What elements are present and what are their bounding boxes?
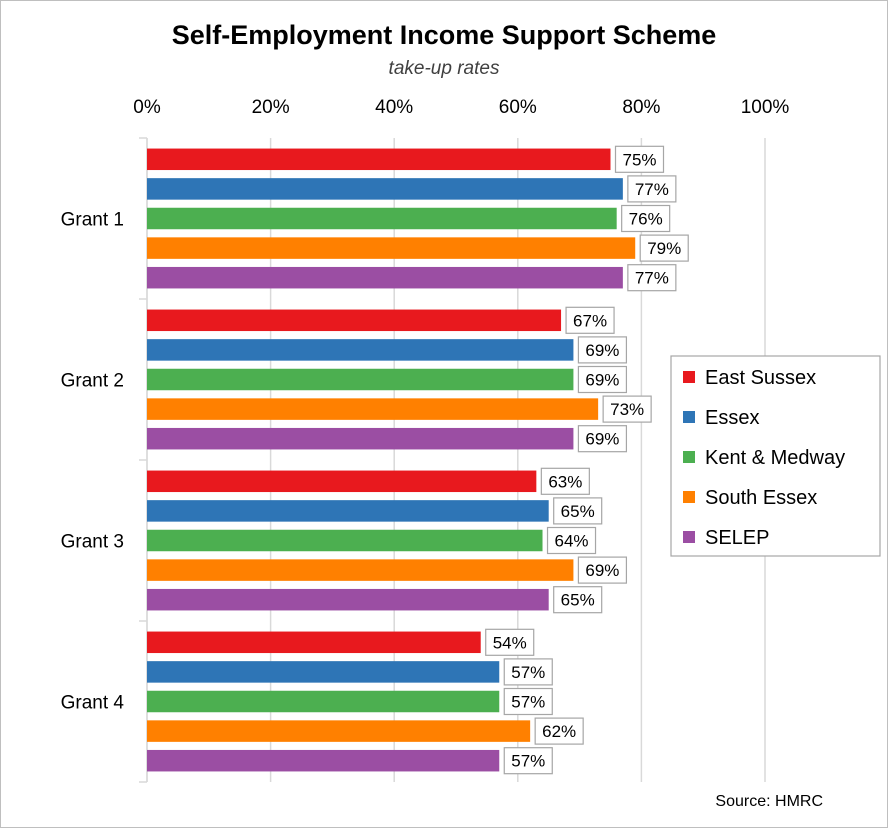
data-label-box xyxy=(546,526,597,555)
bar xyxy=(147,470,537,493)
data-label-box xyxy=(627,175,677,203)
category-labels: Grant 1 Grant 2 Grant 3 Grant 4 xyxy=(61,210,125,714)
data-label: 69% xyxy=(585,430,619,449)
data-label: 65% xyxy=(561,502,595,521)
data-label: 69% xyxy=(585,561,619,580)
bar xyxy=(147,427,574,450)
bar xyxy=(147,749,500,772)
category-label: Grant 2 xyxy=(61,371,124,392)
data-label-box xyxy=(614,145,665,173)
bar xyxy=(147,559,574,581)
bar xyxy=(147,500,549,522)
data-label-box xyxy=(503,687,553,716)
data-label: 57% xyxy=(511,752,545,771)
category-label: Grant 3 xyxy=(61,532,124,553)
legend-entry: South Essex xyxy=(705,487,817,509)
data-label-box xyxy=(553,586,603,614)
legend-entry: SELEP xyxy=(705,527,769,549)
data-label: 62% xyxy=(542,722,576,741)
x-tick-label: 80% xyxy=(622,97,660,118)
legend-swatch xyxy=(683,491,695,503)
bar xyxy=(147,266,623,289)
x-tick-label: 100% xyxy=(741,97,790,118)
x-axis-ticks: 0% 20% 40% 60% 80% 100% xyxy=(133,97,789,118)
bar xyxy=(147,631,481,654)
legend-swatch xyxy=(683,371,695,383)
bar xyxy=(147,368,574,391)
chart-title: Self-Employment Income Support Scheme xyxy=(172,20,717,50)
legend-entry: East Sussex xyxy=(705,367,816,389)
data-label-box xyxy=(540,467,590,495)
bar xyxy=(147,690,500,713)
data-label-box xyxy=(577,365,628,394)
data-label-box xyxy=(627,264,677,292)
category-label: Grant 4 xyxy=(61,693,125,714)
bar xyxy=(147,178,623,200)
data-label-box xyxy=(577,336,628,364)
data-label: 79% xyxy=(647,239,681,258)
data-label-box xyxy=(621,204,671,233)
bar xyxy=(147,398,599,420)
data-label: 63% xyxy=(548,472,582,491)
bar xyxy=(147,720,531,742)
data-label: 75% xyxy=(622,150,656,169)
data-labels: 75% 77% 76% 79% 77% 67% 69% 69% 73% 69% 63% 65% 64% 6… xyxy=(485,145,689,775)
data-label-box xyxy=(503,747,553,775)
legend-box xyxy=(670,355,881,557)
legend-swatch xyxy=(683,411,695,423)
data-label: 65% xyxy=(561,591,595,610)
bar xyxy=(147,661,500,683)
x-tick-label: 40% xyxy=(375,97,413,118)
data-label-box xyxy=(485,628,535,656)
data-label-box xyxy=(577,556,628,584)
chart-subtitle: take-up rates xyxy=(389,58,500,79)
legend-entry: Essex xyxy=(705,407,759,429)
bar xyxy=(147,309,562,332)
bars xyxy=(147,148,636,772)
data-label-box xyxy=(565,306,615,334)
data-label-box xyxy=(553,497,603,525)
data-label: 77% xyxy=(635,269,669,288)
data-label: 73% xyxy=(610,400,644,419)
data-label: 69% xyxy=(585,341,619,360)
bar xyxy=(147,237,636,259)
legend-swatch xyxy=(683,531,695,543)
legend-swatch xyxy=(683,451,695,463)
source-note: Source: HMRC xyxy=(715,793,823,810)
bar xyxy=(147,207,617,230)
bar xyxy=(147,148,611,171)
data-label-box xyxy=(639,234,689,262)
category-label: Grant 1 xyxy=(61,210,124,231)
legend: East Sussex Essex Kent & Medway South Essex… xyxy=(670,355,881,557)
data-label: 69% xyxy=(585,371,619,390)
data-label: 76% xyxy=(629,210,663,229)
data-label-box xyxy=(503,658,553,686)
data-label: 57% xyxy=(511,663,545,682)
x-tick-label: 20% xyxy=(252,97,290,118)
data-label: 54% xyxy=(493,633,527,652)
data-label-box xyxy=(534,717,584,745)
data-label: 67% xyxy=(573,311,607,330)
data-label: 57% xyxy=(511,693,545,712)
legend-entry: Kent & Medway xyxy=(705,447,845,469)
x-tick-label: 0% xyxy=(133,97,161,118)
data-label-box xyxy=(602,395,652,423)
data-label-box xyxy=(577,425,628,453)
bar xyxy=(147,529,543,552)
x-tick-label: 60% xyxy=(499,97,537,118)
data-label: 64% xyxy=(555,532,589,551)
bar xyxy=(147,588,549,611)
data-label: 77% xyxy=(635,180,669,199)
bar xyxy=(147,339,574,361)
